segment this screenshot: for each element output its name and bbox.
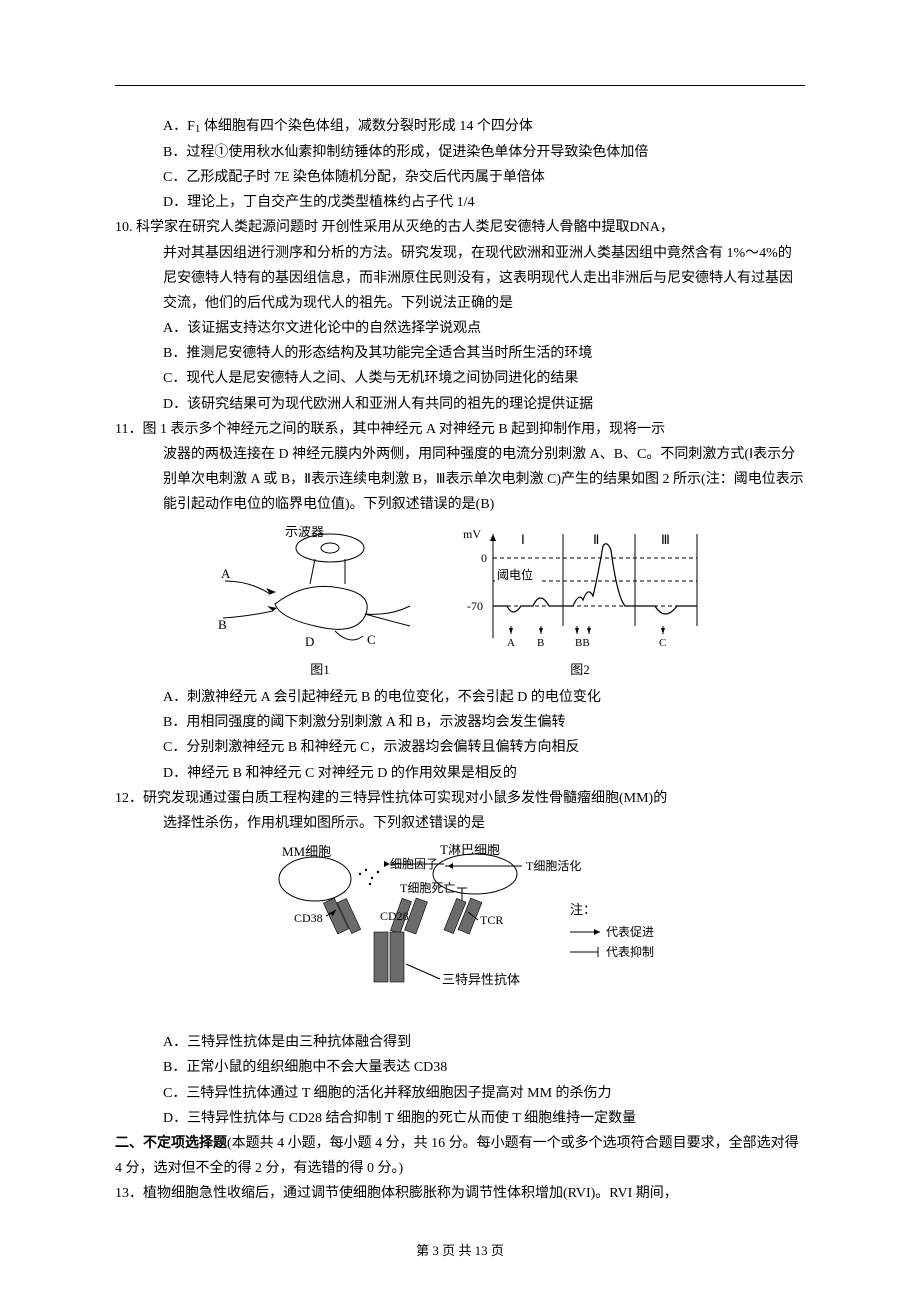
region-2: Ⅱ — [593, 532, 599, 547]
q11-stem-2: 波器的两极连接在 D 神经元膜内外两侧，用同种强度的电流分别刺激 A、B、C。不… — [115, 442, 805, 518]
zero-label: 0 — [481, 551, 487, 565]
q12-option-b: B．正常小鼠的组织细胞中不会大量表达 CD38 — [115, 1055, 805, 1080]
oscilloscope-label: 示波器 — [285, 526, 324, 539]
page-footer: 第 3 页 共 13 页 — [115, 1239, 805, 1262]
q9-option-d: D．理论上，丁自交产生的戊类型植株约占子代 1/4 — [115, 190, 805, 215]
region-1: Ⅰ — [521, 532, 525, 547]
q11-option-a: A．刺激神经元 A 会引起神经元 B 的电位变化，不会引起 D 的电位变化 — [115, 685, 805, 710]
q13-stem: 13．植物细胞急性收缩后，通过调节使细胞体积膨胀称为调节性体积增加(RVI)。R… — [115, 1181, 805, 1206]
cd38-label: CD38 — [294, 911, 323, 925]
q10-option-a: A．该证据支持达尔文进化论中的自然选择学说观点 — [115, 316, 805, 341]
mm-label: MM细胞 — [282, 844, 331, 859]
q12-option-d: D．三特异性抗体与 CD28 结合抑制 T 细胞的死亡从而使 T 细胞维持一定数… — [115, 1106, 805, 1131]
mv-label: mV — [463, 527, 481, 541]
q11-fig2-caption: 图2 — [455, 658, 705, 681]
q10-stem-1: 10. 科学家在研究人类起源问题时 开创性采用从灭绝的古人类尼安德特人骨骼中提取… — [115, 215, 805, 240]
q11-figure-2: mV Ⅰ Ⅱ Ⅲ 0 阈电位 -70 — [455, 526, 705, 681]
q11-option-c: C．分别刺激神经元 B 和神经元 C，示波器均会偏转且偏转方向相反 — [115, 735, 805, 760]
q12-figure: MM细胞 T淋巴细胞 细胞因子 T细胞活化 T细胞死亡 CD38 CD28 TC… — [115, 844, 805, 1024]
q12-stem-1: 12．研究发现通过蛋白质工程构建的三特异性抗体可实现对小鼠多发性骨髓瘤细胞(MM… — [115, 786, 805, 811]
t-activate-label: T细胞活化 — [526, 859, 581, 873]
q9-option-c: C．乙形成配子时 7E 染色体随机分配，杂交后代丙属于单倍体 — [115, 165, 805, 190]
region-3: Ⅲ — [661, 532, 670, 547]
tcr-label: TCR — [480, 913, 503, 927]
t-cell-label: T淋巴细胞 — [440, 844, 500, 857]
legend-title: 注： — [570, 902, 596, 917]
cd28-label: CD28 — [380, 909, 409, 923]
q10-option-b: B．推测尼安德特人的形态结构及其功能完全适合其当时所生活的环境 — [115, 341, 805, 366]
neuron-c-label: C — [367, 632, 376, 647]
neuron-b-label: B — [218, 617, 227, 632]
q10-option-c: C．现代人是尼安德特人之间、人类与无机环境之间协同进化的结果 — [115, 366, 805, 391]
legend-inhibit: 代表抑制 — [606, 944, 654, 959]
q11-fig1-caption: 图1 — [215, 658, 425, 681]
q9-option-a: A．F1 体细胞有四个染色体组，减数分裂时形成 14 个四分体 — [115, 114, 805, 140]
q10-stem-2: 并对其基因组进行测序和分析的方法。研究发现，在现代欧洲和亚洲人类基因组中竟然含有… — [115, 241, 805, 317]
header-separator — [115, 85, 805, 86]
q11-option-b: B．用相同强度的阈下刺激分别刺激 A 和 B，示波器均会发生偏转 — [115, 710, 805, 735]
xtick-a: A — [507, 637, 515, 649]
q11-figure-1: 示波器 A B C D 图1 — [215, 526, 425, 681]
section2-title: 二、不定项选择题 — [115, 1136, 227, 1151]
tri-ab-label: 三特异性抗体 — [442, 972, 520, 987]
q12-option-a: A．三特异性抗体是由三种抗体融合得到 — [115, 1030, 805, 1055]
q11-option-d: D．神经元 B 和神经元 C 对神经元 D 的作用效果是相反的 — [115, 761, 805, 786]
neuron-a-label: A — [221, 566, 231, 581]
section2: 二、不定项选择题(本题共 4 小题，每小题 4 分，共 16 分。每小题有一个或… — [115, 1131, 805, 1181]
q12-stem-2: 选择性杀伤，作用机理如图所示。下列叙述错误的是 — [115, 811, 805, 836]
xtick-b: B — [537, 637, 544, 649]
threshold-label: 阈电位 — [497, 567, 533, 582]
potential-graph: mV Ⅰ Ⅱ Ⅲ 0 阈电位 -70 — [455, 526, 705, 656]
xtick-bb: BB — [575, 637, 590, 649]
rest-label: -70 — [467, 599, 483, 613]
q9-option-b: B．过程①使用秋水仙素抑制纺锤体的形成，促进染色单体分开导致染色体加倍 — [115, 140, 805, 165]
xtick-c: C — [659, 637, 666, 649]
neuron-diagram: 示波器 A B C D — [215, 526, 425, 656]
q11-stem-1: 11．图 1 表示多个神经元之间的联系，其中神经元 A 对神经元 B 起到抑制作… — [115, 417, 805, 442]
q12-option-c: C．三特异性抗体通过 T 细胞的活化并释放细胞因子提高对 MM 的杀伤力 — [115, 1081, 805, 1106]
antibody-diagram: MM细胞 T淋巴细胞 细胞因子 T细胞活化 T细胞死亡 CD38 CD28 TC… — [230, 844, 690, 1024]
legend-promote: 代表促进 — [606, 925, 654, 939]
neuron-d-label: D — [305, 634, 314, 649]
t-death-label: T细胞死亡 — [400, 881, 455, 895]
q11-figure-row: 示波器 A B C D 图1 mV — [115, 526, 805, 681]
q10-option-d: D．该研究结果可为现代欧洲人和亚洲人有共同的祖先的理论提供证据 — [115, 392, 805, 417]
